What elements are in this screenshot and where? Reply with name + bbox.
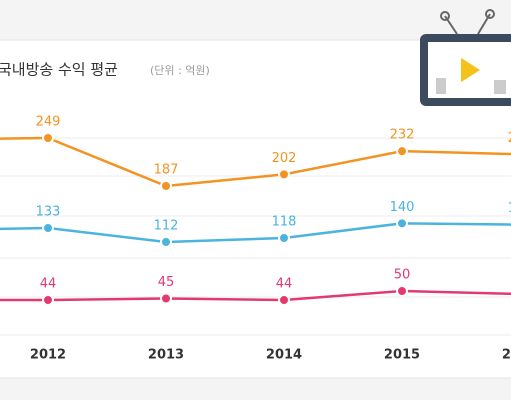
x-tick-label: 2016 [502,348,511,363]
value-label: 44 [276,277,293,292]
point [396,217,408,230]
x-tick-label: 2014 [266,348,302,363]
value-label: 112 [154,219,179,234]
value-label: 44 [40,277,57,292]
point [278,232,290,245]
x-tick-label: 2012 [30,348,66,363]
value-label: 45 [158,275,175,290]
x-tick-label: 2013 [148,348,184,363]
chart-subtitle: (단위 : 억원) [150,64,210,77]
point [42,294,54,306]
point [278,168,290,181]
x-tick-label: 2015 [384,348,420,363]
point [42,222,54,234]
value-label: 50 [394,268,411,283]
value-label: 187 [154,162,179,177]
series-line [0,222,511,244]
value-label: 249 [36,115,61,130]
value-label: 138 [508,201,511,216]
point [42,132,54,144]
chart-title: 국내방송 수익 평균 [0,61,118,79]
tv-icon [420,9,511,106]
value-label: 118 [272,215,297,230]
series-line [0,289,511,302]
value-label: 232 [390,128,415,143]
point [278,294,290,306]
value-label: 140 [390,200,415,215]
point [160,179,172,192]
point [396,285,408,297]
point [160,292,172,305]
value-label: 228 [508,131,511,146]
point [396,145,408,158]
value-label: 202 [272,151,297,166]
value-label: 133 [36,205,61,220]
series-line [0,136,511,188]
point [160,236,172,249]
